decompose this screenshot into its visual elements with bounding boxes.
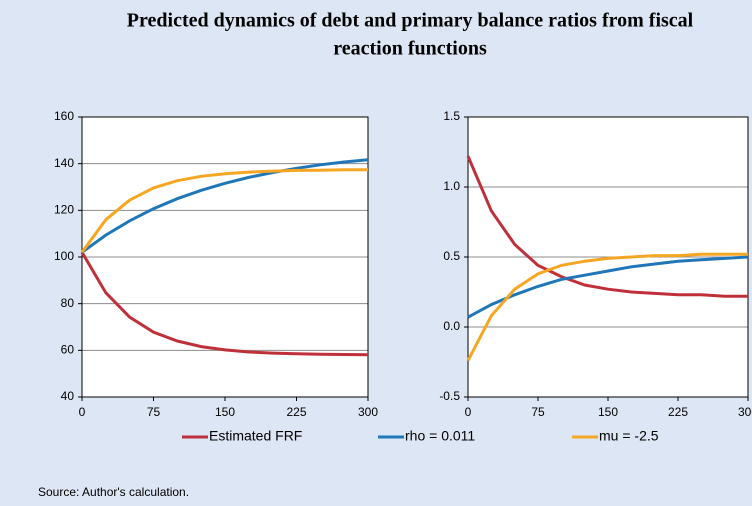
series-line [80,251,369,357]
legend-label: Estimated FRF [209,428,302,444]
y-tick-label: 60 [61,343,75,357]
y-tick-label: 160 [54,109,74,123]
series-line [467,255,749,319]
series-line [466,252,748,362]
source-note: Source: Author's calculation. [38,485,189,499]
x-tick-label: 150 [598,405,618,419]
x-tick-label: 225 [668,405,688,419]
x-tick-label: 150 [215,405,235,419]
y-tick-label: 1.0 [443,179,460,193]
y-tick-label: 100 [54,249,74,263]
y-tick-label: 0.5 [443,249,460,263]
legend-label: mu = -2.5 [599,428,659,444]
y-tick-label: 140 [54,156,74,170]
y-tick-label: 40 [61,389,75,403]
x-tick-label: 75 [147,405,161,419]
series-line [80,168,368,254]
x-tick-label: 300 [358,405,378,419]
title-line: Predicted dynamics of debt and primary b… [127,10,694,32]
y-tick-label: -0.5 [439,389,460,403]
x-tick-label: 0 [465,405,472,419]
title-line: reaction functions [333,38,487,60]
y-tick-label: 1.5 [443,109,460,123]
x-tick-label: 225 [286,405,306,419]
x-tick-label: 300 [738,405,752,419]
y-tick-label: 80 [61,296,75,310]
x-tick-label: 0 [79,405,86,419]
legend-label: rho = 0.011 [405,428,475,444]
series-line [81,158,369,254]
series-line [466,155,748,298]
plot-border [81,116,369,398]
x-tick-label: 75 [531,405,545,419]
plot-border [467,116,749,398]
y-tick-label: 0.0 [443,319,460,333]
y-tick-label: 120 [54,203,74,217]
